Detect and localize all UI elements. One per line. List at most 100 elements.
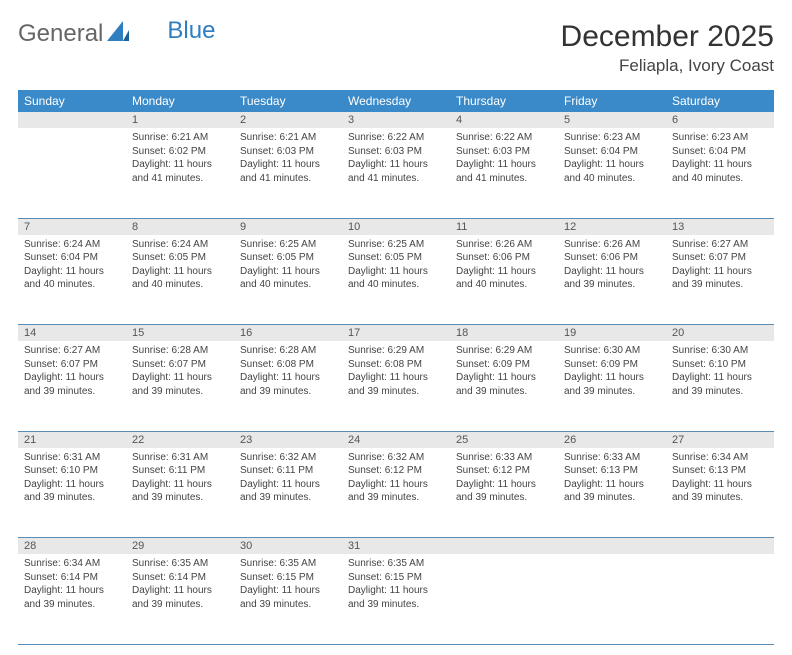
day-cell-body: Sunrise: 6:21 AMSunset: 6:02 PMDaylight:…: [126, 128, 234, 191]
daylight-text: Daylight: 11 hours and 39 minutes.: [348, 371, 444, 398]
sunrise-text: Sunrise: 6:24 AM: [24, 238, 120, 252]
day-cell-body: Sunrise: 6:31 AMSunset: 6:10 PMDaylight:…: [18, 448, 126, 511]
daylight-text: Daylight: 11 hours and 39 minutes.: [240, 478, 336, 505]
day-cell: Sunrise: 6:25 AMSunset: 6:05 PMDaylight:…: [342, 235, 450, 325]
sunrise-text: Sunrise: 6:29 AM: [348, 344, 444, 358]
sunrise-text: Sunrise: 6:29 AM: [456, 344, 552, 358]
daylight-text: Daylight: 11 hours and 39 minutes.: [132, 478, 228, 505]
calendar-table: Sunday Monday Tuesday Wednesday Thursday…: [18, 90, 774, 645]
sunrise-text: Sunrise: 6:21 AM: [132, 131, 228, 145]
day-cell-body: [18, 128, 126, 137]
day-number-row: 21222324252627: [18, 431, 774, 448]
sunset-text: Sunset: 6:07 PM: [24, 358, 120, 372]
sunrise-text: Sunrise: 6:33 AM: [564, 451, 660, 465]
sunset-text: Sunset: 6:07 PM: [672, 251, 768, 265]
sunrise-text: Sunrise: 6:24 AM: [132, 238, 228, 252]
day-number-cell: 27: [666, 431, 774, 448]
day-cell: Sunrise: 6:24 AMSunset: 6:05 PMDaylight:…: [126, 235, 234, 325]
sunrise-text: Sunrise: 6:32 AM: [240, 451, 336, 465]
daylight-text: Daylight: 11 hours and 39 minutes.: [132, 584, 228, 611]
daylight-text: Daylight: 11 hours and 39 minutes.: [348, 584, 444, 611]
sunrise-text: Sunrise: 6:31 AM: [132, 451, 228, 465]
day-cell-body: Sunrise: 6:33 AMSunset: 6:13 PMDaylight:…: [558, 448, 666, 511]
day-cell: Sunrise: 6:22 AMSunset: 6:03 PMDaylight:…: [342, 128, 450, 218]
sunset-text: Sunset: 6:10 PM: [24, 464, 120, 478]
day-number-cell: 3: [342, 112, 450, 128]
sunrise-text: Sunrise: 6:28 AM: [240, 344, 336, 358]
day-cell-body: Sunrise: 6:26 AMSunset: 6:06 PMDaylight:…: [558, 235, 666, 298]
daylight-text: Daylight: 11 hours and 40 minutes.: [348, 265, 444, 292]
day-number-cell: 11: [450, 218, 558, 235]
day-number-cell: 17: [342, 325, 450, 342]
daylight-text: Daylight: 11 hours and 40 minutes.: [672, 158, 768, 185]
day-cell: Sunrise: 6:27 AMSunset: 6:07 PMDaylight:…: [18, 341, 126, 431]
day-cell-body: Sunrise: 6:33 AMSunset: 6:12 PMDaylight:…: [450, 448, 558, 511]
day-cell-body: Sunrise: 6:35 AMSunset: 6:15 PMDaylight:…: [234, 554, 342, 617]
sunrise-text: Sunrise: 6:34 AM: [672, 451, 768, 465]
day-cell: Sunrise: 6:28 AMSunset: 6:07 PMDaylight:…: [126, 341, 234, 431]
day-cell: Sunrise: 6:26 AMSunset: 6:06 PMDaylight:…: [558, 235, 666, 325]
sunrise-text: Sunrise: 6:22 AM: [456, 131, 552, 145]
day-cell-body: Sunrise: 6:31 AMSunset: 6:11 PMDaylight:…: [126, 448, 234, 511]
day-cell-body: [558, 554, 666, 563]
sunset-text: Sunset: 6:08 PM: [348, 358, 444, 372]
day-number-cell: 29: [126, 538, 234, 555]
sunset-text: Sunset: 6:03 PM: [348, 145, 444, 159]
daylight-text: Daylight: 11 hours and 39 minutes.: [24, 371, 120, 398]
weekday-header: Wednesday: [342, 90, 450, 112]
day-number-row: 28293031: [18, 538, 774, 555]
sunset-text: Sunset: 6:03 PM: [456, 145, 552, 159]
sunset-text: Sunset: 6:04 PM: [24, 251, 120, 265]
day-cell: Sunrise: 6:35 AMSunset: 6:15 PMDaylight:…: [342, 554, 450, 644]
day-cell: [666, 554, 774, 644]
month-title: December 2025: [561, 20, 774, 54]
calendar-page: General Blue December 2025 Feliapla, Ivo…: [0, 0, 792, 655]
day-cell-body: Sunrise: 6:27 AMSunset: 6:07 PMDaylight:…: [18, 341, 126, 404]
day-cell-body: Sunrise: 6:28 AMSunset: 6:08 PMDaylight:…: [234, 341, 342, 404]
daylight-text: Daylight: 11 hours and 39 minutes.: [672, 478, 768, 505]
day-cell: [450, 554, 558, 644]
day-cell-body: Sunrise: 6:28 AMSunset: 6:07 PMDaylight:…: [126, 341, 234, 404]
day-cell-body: Sunrise: 6:32 AMSunset: 6:12 PMDaylight:…: [342, 448, 450, 511]
sunrise-text: Sunrise: 6:23 AM: [564, 131, 660, 145]
day-number-cell: 24: [342, 431, 450, 448]
page-header: General Blue December 2025 Feliapla, Ivo…: [18, 20, 774, 76]
sunset-text: Sunset: 6:06 PM: [456, 251, 552, 265]
weekday-header: Sunday: [18, 90, 126, 112]
day-number-cell: 31: [342, 538, 450, 555]
brand-part2: Blue: [167, 17, 215, 45]
daylight-text: Daylight: 11 hours and 41 minutes.: [348, 158, 444, 185]
sunrise-text: Sunrise: 6:27 AM: [672, 238, 768, 252]
day-number-cell: 4: [450, 112, 558, 128]
day-cell-body: Sunrise: 6:23 AMSunset: 6:04 PMDaylight:…: [666, 128, 774, 191]
day-cell: Sunrise: 6:31 AMSunset: 6:10 PMDaylight:…: [18, 448, 126, 538]
day-number-cell: 26: [558, 431, 666, 448]
sunset-text: Sunset: 6:05 PM: [348, 251, 444, 265]
title-block: December 2025 Feliapla, Ivory Coast: [561, 20, 774, 76]
day-cell: Sunrise: 6:23 AMSunset: 6:04 PMDaylight:…: [558, 128, 666, 218]
day-number-cell: 5: [558, 112, 666, 128]
day-number-cell: [666, 538, 774, 555]
sunrise-text: Sunrise: 6:30 AM: [564, 344, 660, 358]
day-cell-body: Sunrise: 6:22 AMSunset: 6:03 PMDaylight:…: [450, 128, 558, 191]
daylight-text: Daylight: 11 hours and 39 minutes.: [672, 371, 768, 398]
day-cell-body: Sunrise: 6:22 AMSunset: 6:03 PMDaylight:…: [342, 128, 450, 191]
day-number-cell: 6: [666, 112, 774, 128]
day-number-cell: 20: [666, 325, 774, 342]
sunrise-text: Sunrise: 6:32 AM: [348, 451, 444, 465]
daylight-text: Daylight: 11 hours and 39 minutes.: [564, 371, 660, 398]
sunset-text: Sunset: 6:14 PM: [24, 571, 120, 585]
day-cell-body: Sunrise: 6:25 AMSunset: 6:05 PMDaylight:…: [342, 235, 450, 298]
sunrise-text: Sunrise: 6:35 AM: [132, 557, 228, 571]
weekday-header: Thursday: [450, 90, 558, 112]
daylight-text: Daylight: 11 hours and 39 minutes.: [348, 478, 444, 505]
sunset-text: Sunset: 6:09 PM: [564, 358, 660, 372]
sunset-text: Sunset: 6:13 PM: [564, 464, 660, 478]
day-cell-body: Sunrise: 6:35 AMSunset: 6:15 PMDaylight:…: [342, 554, 450, 617]
day-number-cell: 23: [234, 431, 342, 448]
day-number-cell: 21: [18, 431, 126, 448]
day-cell: Sunrise: 6:31 AMSunset: 6:11 PMDaylight:…: [126, 448, 234, 538]
day-number-row: 14151617181920: [18, 325, 774, 342]
day-number-cell: 1: [126, 112, 234, 128]
daylight-text: Daylight: 11 hours and 39 minutes.: [24, 584, 120, 611]
